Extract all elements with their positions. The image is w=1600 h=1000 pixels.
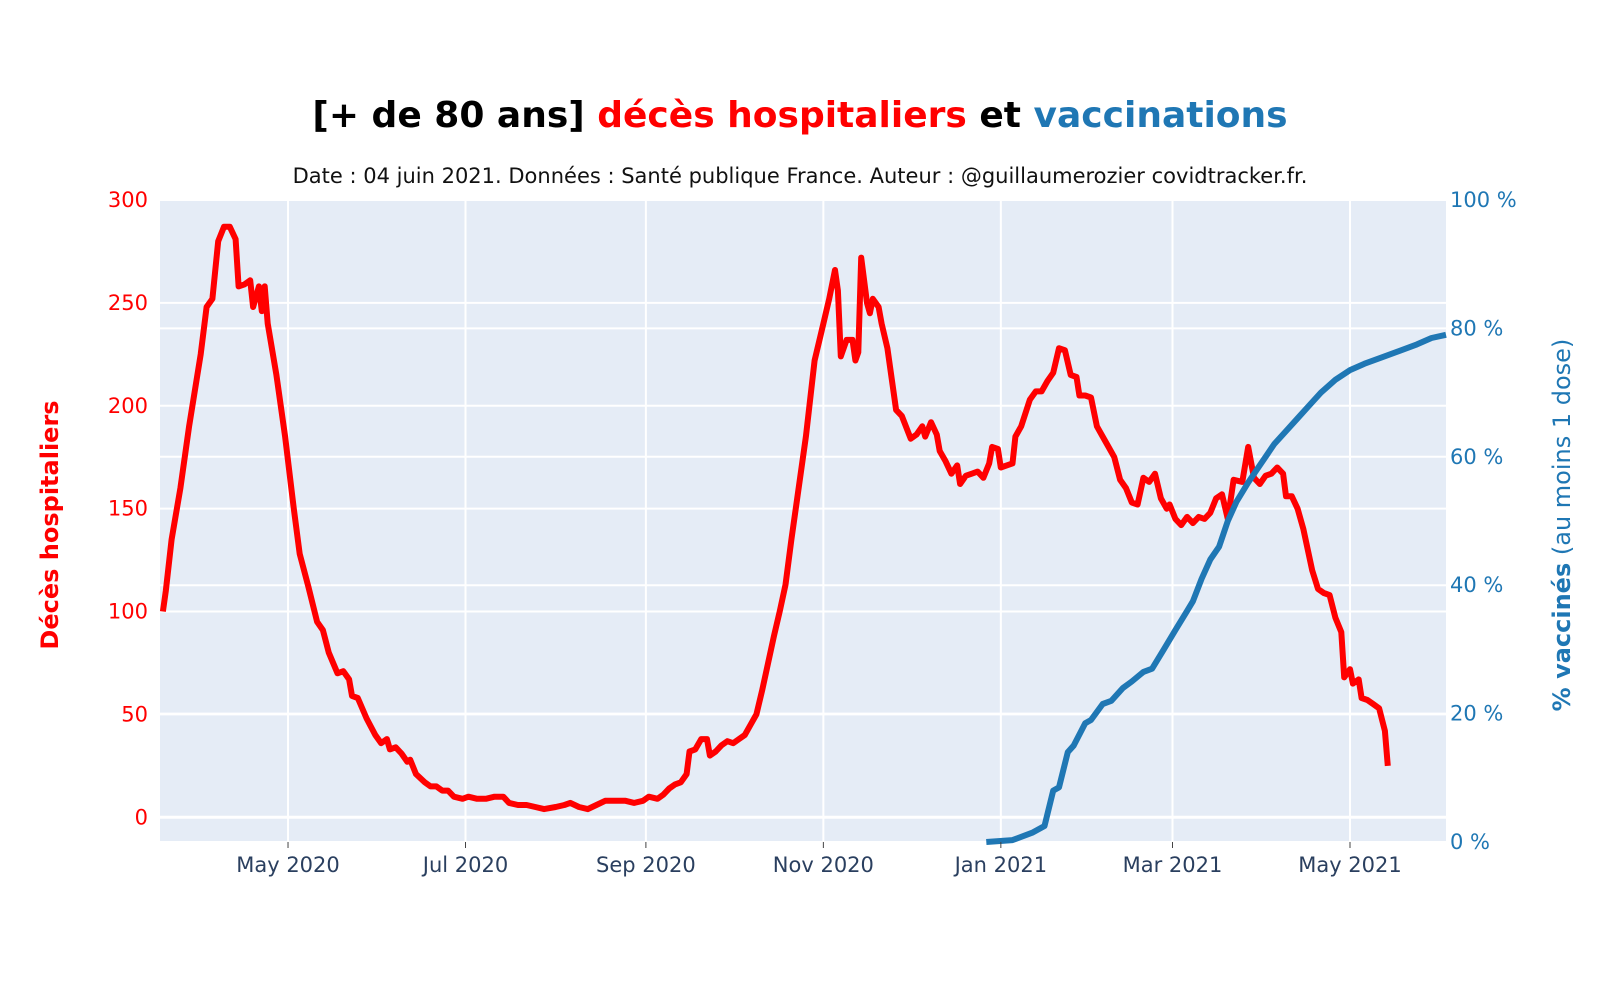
right-axis-label: % vaccinés (au moins 1 dose) bbox=[1548, 339, 1576, 712]
chart-title: [+ de 80 ans] décès hospitaliers et vacc… bbox=[312, 95, 1287, 136]
right-axis-ticks: 0 % 20 % 40 % 60 % 80 % 100 % bbox=[1450, 188, 1517, 854]
right-tick-label: 60 % bbox=[1450, 445, 1503, 469]
x-axis-ticks: May 2020 Jul 2020 Sep 2020 Nov 2020 Jan 2021… bbox=[236, 842, 1402, 877]
left-axis-label: Décès hospitaliers bbox=[36, 400, 64, 649]
deaths-line bbox=[159, 223, 1391, 813]
chart-title-part: [+ de 80 ans] bbox=[312, 95, 597, 136]
right-tick-label: 0 % bbox=[1450, 830, 1490, 854]
left-tick-label: 300 bbox=[108, 188, 148, 212]
x-tick-label: Sep 2020 bbox=[596, 853, 696, 877]
chart-title-part: et bbox=[967, 95, 1034, 136]
left-axis-ticks: 0 50 100 150 200 250 300 bbox=[108, 188, 148, 829]
chart-title-part: vaccinations bbox=[1034, 95, 1288, 136]
series-layer bbox=[159, 223, 1447, 845]
x-tick-label: May 2021 bbox=[1298, 853, 1402, 877]
x-tick-label: Jan 2021 bbox=[953, 853, 1048, 877]
right-tick-label: 80 % bbox=[1450, 316, 1503, 340]
right-axis-label-rest: (au moins 1 dose) bbox=[1548, 339, 1576, 563]
vaccination-line bbox=[986, 331, 1447, 845]
x-tick-label: Mar 2021 bbox=[1123, 853, 1223, 877]
x-gridlines bbox=[287, 200, 1351, 842]
right-tick-label: 20 % bbox=[1450, 702, 1503, 726]
left-tick-label: 50 bbox=[121, 702, 148, 726]
x-tick-label: May 2020 bbox=[236, 853, 340, 877]
left-tick-label: 250 bbox=[108, 291, 148, 315]
left-tick-label: 200 bbox=[108, 394, 148, 418]
right-tick-label: 100 % bbox=[1450, 188, 1517, 212]
chart-subtitle: Date : 04 juin 2021. Données : Santé pub… bbox=[293, 164, 1308, 188]
x-tick-label: Nov 2020 bbox=[773, 853, 874, 877]
left-tick-label: 100 bbox=[108, 600, 148, 624]
left-tick-label: 0 bbox=[135, 805, 148, 829]
right-tick-label: 40 % bbox=[1450, 573, 1503, 597]
plot-background bbox=[160, 200, 1446, 842]
chart-title-part: décès hospitaliers bbox=[597, 95, 967, 136]
left-tick-label: 150 bbox=[108, 497, 148, 521]
x-tick-label: Jul 2020 bbox=[421, 853, 508, 877]
right-axis-label-bold: % vaccinés bbox=[1548, 563, 1576, 712]
